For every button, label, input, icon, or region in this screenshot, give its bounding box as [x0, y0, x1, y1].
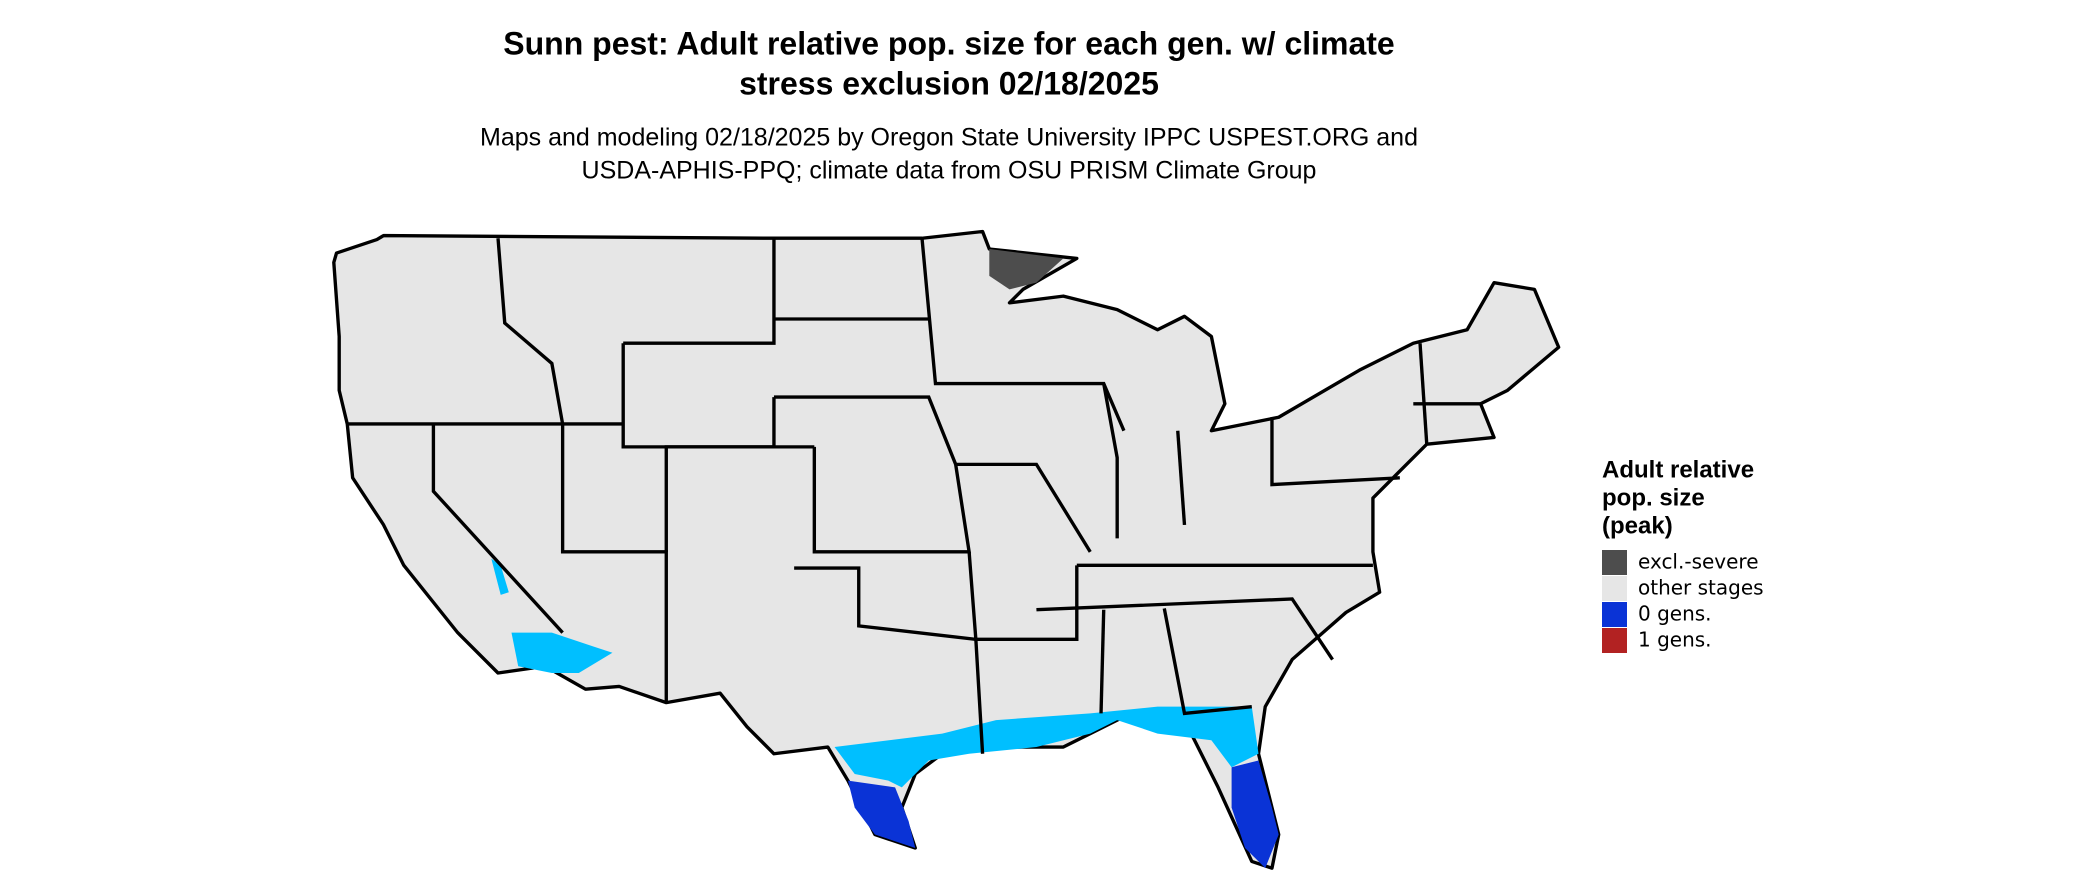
legend-label: 1 gens.	[1638, 628, 1712, 652]
legend-label: other stages	[1638, 576, 1764, 600]
legend-swatch	[1602, 628, 1627, 653]
legend-title: pop. size	[1602, 484, 1705, 511]
subtitle-line: Maps and modeling 02/18/2025 by Oregon S…	[480, 124, 1418, 152]
title-line: stress exclusion 02/18/2025	[739, 65, 1159, 101]
legend-swatch	[1602, 602, 1627, 627]
dark-blue-zone	[847, 780, 916, 848]
light-blue-zone	[511, 632, 613, 673]
excluded-zone	[989, 249, 1064, 290]
legend-title: Adult relative	[1602, 456, 1754, 483]
us-map	[332, 229, 1561, 870]
light-blue-zone	[834, 706, 1259, 788]
legend-title: (peak)	[1602, 512, 1673, 539]
subtitle-line: USDA-APHIS-PPQ; climate data from OSU PR…	[582, 157, 1317, 185]
legend: Adult relative pop. size (peak) excl.-se…	[1602, 456, 1764, 653]
light-blue-zone	[491, 558, 509, 595]
legend-swatch	[1602, 576, 1627, 601]
state-borders	[347, 238, 1481, 754]
legend-swatch	[1602, 550, 1627, 575]
legend-label: 0 gens.	[1638, 602, 1712, 626]
legend-label: excl.-severe	[1638, 550, 1759, 574]
dark-blue-zone	[1231, 760, 1279, 869]
title-line: Sunn pest: Adult relative pop. size for …	[503, 25, 1394, 61]
us-outline	[332, 229, 1561, 870]
